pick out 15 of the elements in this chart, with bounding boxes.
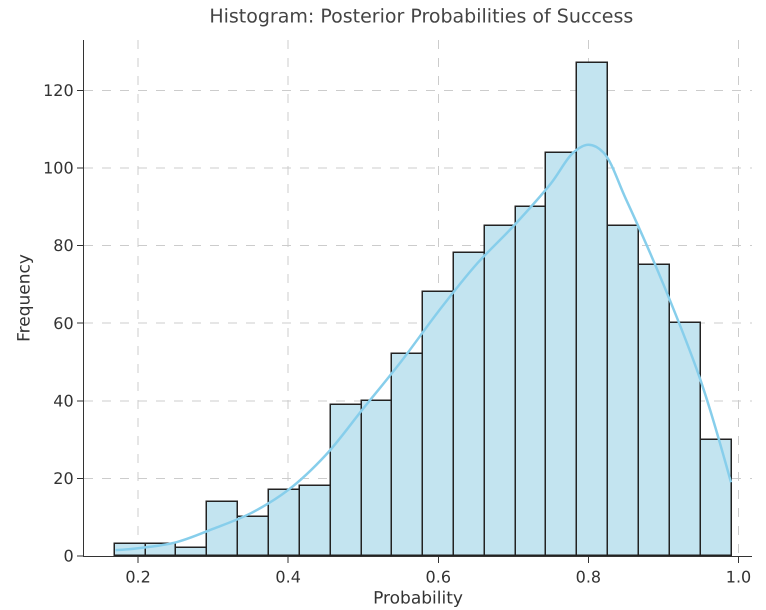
x-tick-label: 0.4 <box>275 567 301 586</box>
x-tick-label: 0.6 <box>426 567 451 586</box>
y-tick-label: 80 <box>53 236 74 256</box>
y-tick-label: 120 <box>43 81 74 100</box>
y-tick-label: 20 <box>53 469 74 488</box>
y-axis-title: Frequency <box>14 254 35 342</box>
y-tick-label: 40 <box>53 391 74 410</box>
chart-title: Histogram: Posterior Probabilities of Success <box>209 5 634 28</box>
y-tick-label: 0 <box>63 546 74 566</box>
x-tick-label: 0.8 <box>576 567 602 586</box>
x-tick-label: 1.0 <box>726 567 752 586</box>
x-tick-label: 0.2 <box>125 567 151 586</box>
x-axis-title: Probability <box>373 588 463 609</box>
y-tick-label: 60 <box>53 314 74 333</box>
y-tick-label: 100 <box>43 158 74 178</box>
